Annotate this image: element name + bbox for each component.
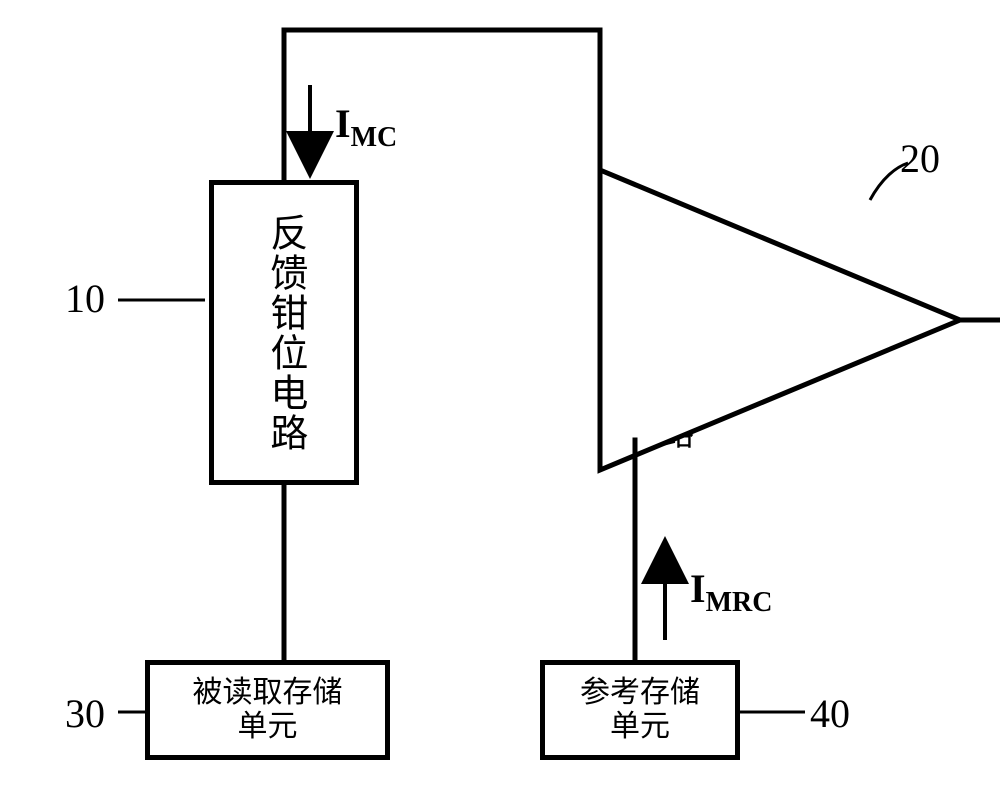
callout-20: 20: [900, 135, 940, 182]
comparator-plus-sign: +: [618, 218, 643, 269]
callout-10: 10: [65, 275, 105, 322]
block-read-cell-label: 被读取存储 单元: [193, 676, 343, 745]
diagram-canvas: 反馈钳位电路 被读取存储 单元 参考存储 单元 10 20 30 40 IMC …: [0, 0, 1000, 797]
block-comparator-label: 电流比较电路: [655, 245, 691, 449]
block-read-cell: 被读取存储 单元: [145, 660, 390, 760]
callout-40: 40: [810, 690, 850, 737]
callout-30: 30: [65, 690, 105, 737]
block-feedback-clamp: 反馈钳位电路: [209, 180, 359, 485]
block-ref-cell-label: 参考存储 单元: [580, 676, 700, 745]
block-feedback-clamp-label: 反馈钳位电路: [263, 213, 305, 453]
comparator-minus-sign: −: [618, 372, 643, 423]
block-ref-cell: 参考存储 单元: [540, 660, 740, 760]
label-imrc: IMRC: [690, 565, 772, 619]
label-imc: IMC: [335, 100, 397, 154]
block-comparator-triangle: [600, 170, 960, 470]
